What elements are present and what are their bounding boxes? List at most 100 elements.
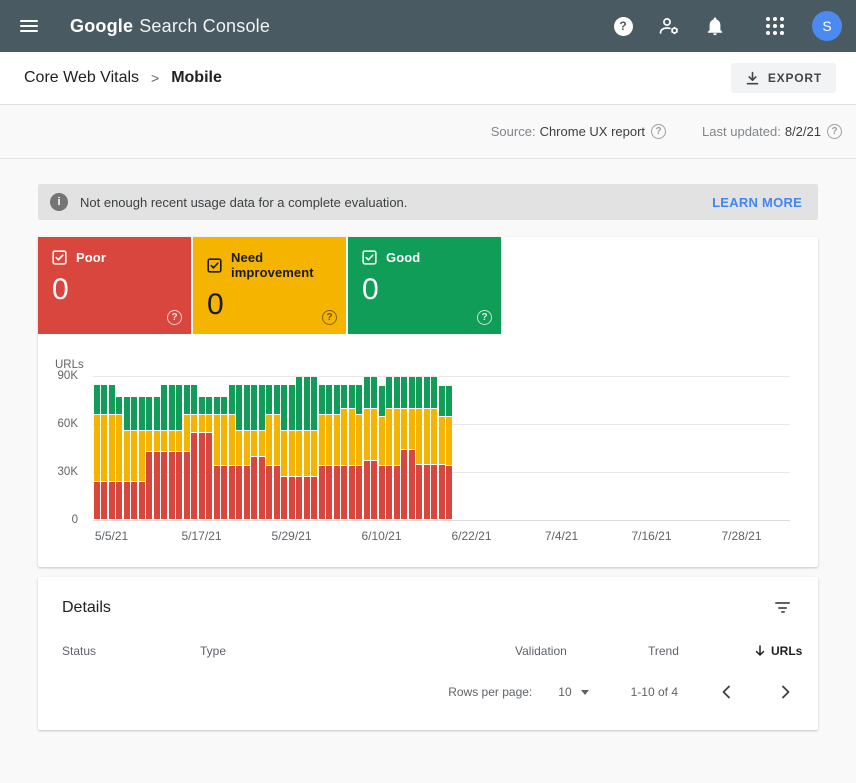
chart-bar[interactable] xyxy=(393,376,400,519)
updated-value: 8/2/21 xyxy=(784,124,821,139)
learn-more-link[interactable]: LEARN MORE xyxy=(712,194,802,210)
status-card-need-improvement[interactable]: Need improvement 0 ? xyxy=(193,237,346,334)
chart-bar[interactable] xyxy=(221,397,227,519)
chart-bar[interactable] xyxy=(423,376,430,519)
chevron-left-icon[interactable] xyxy=(718,683,736,701)
chart-bar[interactable] xyxy=(138,397,145,519)
filter-list-icon[interactable] xyxy=(771,598,794,617)
chart-bar[interactable] xyxy=(296,376,302,519)
column-trend[interactable]: Trend xyxy=(648,644,679,658)
breadcrumb-parent[interactable]: Core Web Vitals xyxy=(24,69,140,86)
bar-segment-poor xyxy=(416,464,422,519)
chart-bar[interactable] xyxy=(153,397,160,519)
chart-bar[interactable] xyxy=(303,376,310,519)
column-status[interactable]: Status xyxy=(62,644,97,658)
user-settings-icon[interactable] xyxy=(656,13,682,39)
column-validation[interactable]: Validation xyxy=(515,644,567,658)
chart-bar[interactable] xyxy=(408,376,415,519)
chart-bar[interactable] xyxy=(288,384,295,519)
source-label: Source: xyxy=(490,124,536,139)
chart-bar[interactable] xyxy=(333,384,340,519)
chart-bar[interactable] xyxy=(378,386,385,519)
checkbox-checked-icon[interactable] xyxy=(52,250,67,265)
chart-bar[interactable] xyxy=(93,384,100,519)
chart-bar[interactable] xyxy=(206,397,212,519)
chart-bar[interactable] xyxy=(348,384,355,519)
chart-bar[interactable] xyxy=(363,376,370,519)
bar-segment-need-improvement xyxy=(356,415,362,467)
chart-bar[interactable] xyxy=(116,397,122,519)
chart-bar[interactable] xyxy=(438,386,445,519)
chart-bar[interactable] xyxy=(228,384,235,519)
chart-bar[interactable] xyxy=(131,397,137,519)
chart-bar[interactable] xyxy=(258,384,265,519)
chart-bar[interactable] xyxy=(191,384,197,519)
bar-segment-poor xyxy=(168,451,175,519)
notifications-icon[interactable] xyxy=(702,13,728,39)
help-icon[interactable]: ? xyxy=(610,13,636,39)
bar-segment-good xyxy=(258,384,265,432)
question-circle-icon[interactable]: ? xyxy=(477,310,492,325)
apps-grid-icon[interactable] xyxy=(762,13,788,39)
chart-bar[interactable] xyxy=(311,376,317,519)
bar-segment-need-improvement xyxy=(408,408,415,451)
chart-bar[interactable] xyxy=(101,384,107,519)
menu-icon[interactable] xyxy=(20,14,44,38)
question-circle-icon[interactable]: ? xyxy=(827,124,842,139)
chart-bar[interactable] xyxy=(183,384,190,519)
bar-segment-poor xyxy=(341,466,347,519)
chart-bar[interactable] xyxy=(281,384,287,519)
bar-segment-need-improvement xyxy=(341,408,347,467)
question-circle-icon[interactable]: ? xyxy=(167,310,182,325)
chart-bar[interactable] xyxy=(341,384,347,519)
chart-bar[interactable] xyxy=(108,384,115,519)
bar-segment-poor xyxy=(371,461,377,519)
chart-bar[interactable] xyxy=(161,384,167,519)
chart-bar[interactable] xyxy=(213,397,220,519)
chart-bar[interactable] xyxy=(168,384,175,519)
chart-bar[interactable] xyxy=(243,384,250,519)
checkbox-checked-icon[interactable] xyxy=(207,257,222,273)
chart-bar[interactable] xyxy=(356,384,362,519)
chart-bar[interactable] xyxy=(266,384,272,519)
chart-bar[interactable] xyxy=(416,376,422,519)
chart-bar[interactable] xyxy=(386,376,392,519)
rows-per-page-select[interactable]: 10 xyxy=(558,685,589,699)
bar-segment-good xyxy=(93,384,100,416)
bar-segment-good xyxy=(153,397,160,432)
chart-bar[interactable] xyxy=(318,384,325,519)
notice-banner: i Not enough recent usage data for a com… xyxy=(38,184,818,220)
bar-segment-good xyxy=(206,397,212,416)
question-circle-icon[interactable]: ? xyxy=(322,310,337,325)
bar-segment-need-improvement xyxy=(161,431,167,452)
chart-bar[interactable] xyxy=(371,376,377,519)
column-urls-sorted[interactable]: URLs xyxy=(753,644,802,658)
chart-bar[interactable] xyxy=(273,384,280,519)
status-card-good[interactable]: Good 0 ? xyxy=(348,237,501,334)
bar-segment-need-improvement xyxy=(363,408,370,462)
chart-bar[interactable] xyxy=(176,384,182,519)
export-button[interactable]: EXPORT xyxy=(730,63,836,93)
avatar[interactable]: S xyxy=(812,11,842,41)
checkbox-checked-icon[interactable] xyxy=(362,250,377,265)
chart-bar[interactable] xyxy=(251,384,257,519)
bar-segment-poor xyxy=(101,482,107,519)
app-bar: Google Search Console ? S xyxy=(0,0,856,52)
chevron-right-icon[interactable] xyxy=(776,683,794,701)
question-circle-icon[interactable]: ? xyxy=(651,124,667,139)
bar-segment-poor xyxy=(363,461,370,519)
bar-segment-good xyxy=(108,384,115,416)
bar-segment-good xyxy=(423,376,430,409)
chart-bar[interactable] xyxy=(236,384,242,519)
chart-bar[interactable] xyxy=(198,397,205,519)
chart-bar[interactable] xyxy=(326,384,332,519)
bar-segment-good xyxy=(191,384,197,416)
chart-bar[interactable] xyxy=(446,386,452,519)
chart-bar[interactable] xyxy=(431,376,437,519)
chart-bar[interactable] xyxy=(123,397,130,519)
chart-bar[interactable] xyxy=(401,376,407,519)
column-type[interactable]: Type xyxy=(200,644,227,658)
chart-bar[interactable] xyxy=(146,397,152,519)
status-card-poor[interactable]: Poor 0 ? xyxy=(38,237,191,334)
bar-segment-good xyxy=(363,376,370,409)
